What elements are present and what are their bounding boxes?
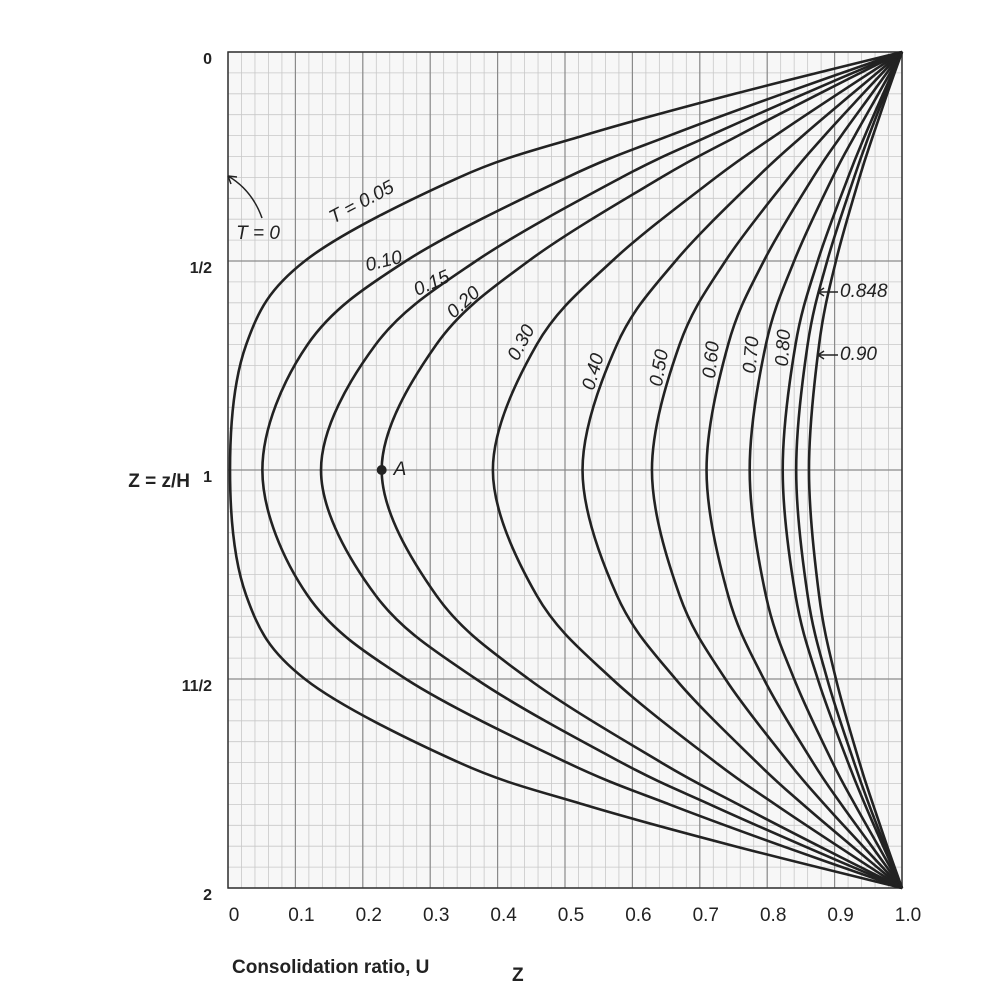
y-tick-label: 0 [203,51,212,68]
point-marker [376,465,387,475]
y-tick-label: 11/2 [182,678,212,695]
label-arrow [817,350,838,360]
isochrone [794,51,904,889]
x-tick-label: 0.2 [356,905,382,926]
x-axis-label-sub: Z [512,965,524,986]
curve-label: 0.70 [739,335,763,374]
curve-label: 0.60 [699,340,724,379]
x-tick-label: 0.1 [288,905,314,926]
x-tick-label: 0.7 [693,905,719,926]
isochrone [705,51,904,889]
isochrone [807,51,904,889]
x-tick-label: 0.5 [558,905,584,926]
x-tick-label: 0.8 [760,905,786,926]
y-axis-label: Z = z/H [128,471,190,492]
y-tick-label: 1/2 [190,260,212,277]
x-tick-label: 1.0 [895,905,921,926]
isochrone [781,51,904,889]
label-arrow [817,287,838,297]
y-tick-label: 1 [203,469,212,486]
x-tick-label: 0.4 [490,905,517,926]
curve-label: 0.90 [840,344,877,365]
isochrone [581,51,903,889]
x-tick-label: 0.6 [625,905,651,926]
curve-label: 0.848 [840,281,888,302]
x-tick-label: 0.9 [827,905,853,926]
y-tick-label: 2 [203,887,212,904]
x-axis-label: Consolidation ratio, U [232,957,429,978]
annotation: T = 0 [236,223,280,244]
isochrone [228,50,903,890]
isochrone [650,51,903,889]
annotation: A [393,459,407,480]
x-tick-label: 0.3 [423,905,449,926]
x-tick-label: 0 [229,905,240,926]
isochrone [748,51,904,889]
curve-label: 0.80 [772,328,796,367]
isochrone [491,50,903,890]
annotation-arrow [227,175,263,219]
isochrone [319,50,903,890]
isochrone [261,50,903,890]
plot-frame [227,51,903,889]
